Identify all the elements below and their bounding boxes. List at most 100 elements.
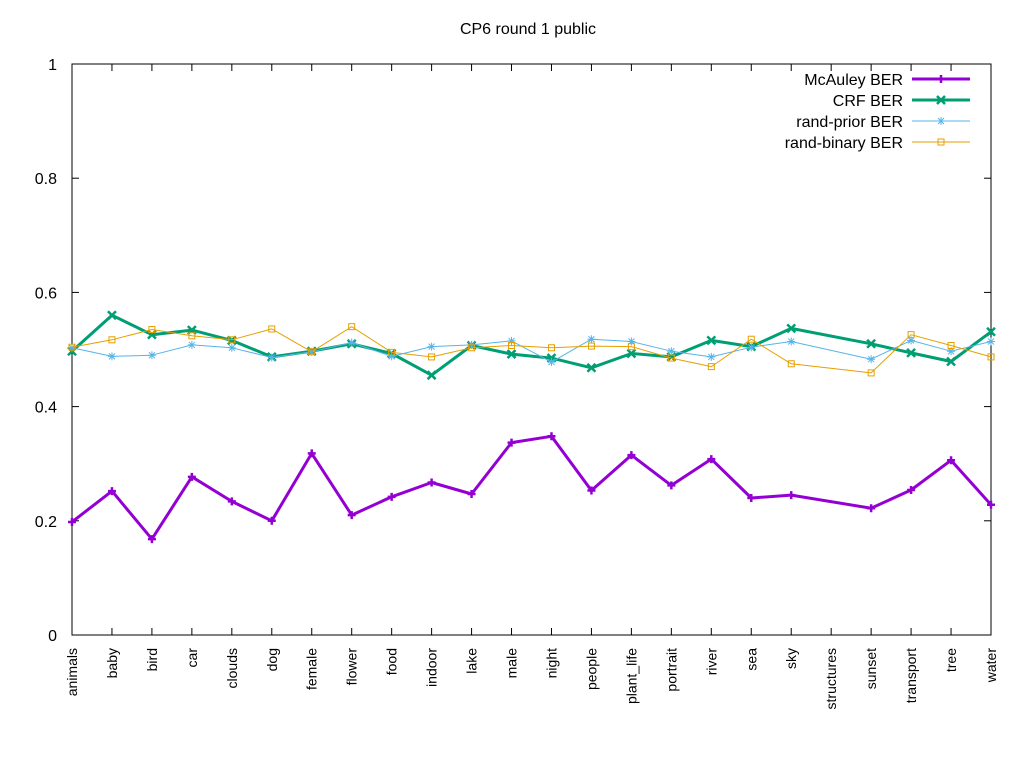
x-tick-label: dog — [264, 648, 280, 671]
x-tick-label: sky — [783, 648, 799, 669]
data-point — [706, 335, 717, 346]
data-point — [947, 347, 956, 356]
data-point — [747, 343, 756, 352]
series-rand-binary-ber — [68, 323, 995, 377]
x-tick-label: structures — [823, 648, 839, 709]
y-axis: 0 0.2 0.4 0.6 0.8 1 — [35, 57, 991, 645]
x-tick-label: indoor — [424, 648, 440, 687]
data-point — [347, 511, 356, 520]
data-point — [867, 504, 876, 513]
legend-label: rand-prior BER — [796, 114, 903, 131]
legend-label: CRF BER — [833, 93, 903, 110]
data-point — [587, 335, 596, 344]
series-line — [71, 326, 992, 374]
data-point — [468, 344, 476, 352]
x-tick-label: lake — [464, 648, 480, 674]
data-point — [867, 369, 875, 377]
data-point — [348, 323, 356, 331]
x-tick-label: night — [543, 648, 559, 678]
data-point — [507, 336, 516, 345]
legend-marker — [937, 75, 945, 83]
data-point — [587, 486, 596, 495]
y-tick-label: 0 — [48, 628, 57, 645]
data-point — [586, 362, 597, 373]
data-point — [508, 342, 516, 350]
y-tick-label: 0.6 — [35, 285, 57, 302]
data-point — [987, 337, 995, 346]
data-point — [667, 347, 676, 356]
x-tick-label: food — [384, 648, 400, 675]
series-crf-ber — [67, 310, 996, 381]
data-point — [947, 342, 955, 350]
legend-marker — [936, 95, 946, 105]
data-point — [107, 487, 116, 496]
data-point — [268, 325, 276, 333]
x-axis: animals baby bird car clouds dog female flower f… — [64, 64, 999, 709]
y-tick-label: 0.8 — [35, 171, 57, 188]
data-point — [747, 335, 755, 343]
data-point — [627, 451, 636, 460]
data-point — [907, 336, 916, 345]
x-tick-label: people — [583, 648, 599, 690]
data-point — [427, 478, 436, 487]
data-point — [707, 352, 716, 361]
data-point — [307, 449, 316, 458]
x-tick-label: bird — [144, 648, 160, 671]
x-tick-label: transport — [903, 648, 919, 703]
data-point — [506, 349, 517, 359]
data-point — [947, 456, 956, 465]
data-point — [667, 354, 675, 362]
data-point — [108, 336, 116, 344]
y-tick-label: 1 — [48, 57, 57, 74]
data-point — [986, 326, 996, 337]
x-tick-label: clouds — [224, 648, 240, 688]
data-point — [627, 343, 635, 351]
series-line — [71, 434, 993, 541]
data-point — [587, 342, 595, 350]
x-tick-label: sea — [743, 648, 759, 671]
x-tick-label: portrait — [663, 648, 679, 692]
data-point — [267, 353, 276, 362]
data-point — [786, 323, 797, 334]
data-point — [308, 348, 316, 356]
x-tick-label: car — [184, 648, 200, 668]
data-point — [867, 355, 876, 364]
data-point — [626, 348, 637, 359]
data-point — [68, 343, 76, 351]
data-point — [547, 432, 556, 441]
data-point — [387, 492, 396, 501]
data-point — [427, 342, 436, 351]
x-tick-label: animals — [64, 648, 80, 696]
data-point — [428, 353, 436, 361]
data-point — [507, 438, 516, 447]
data-point — [946, 356, 956, 367]
data-point — [907, 331, 915, 339]
data-point — [227, 343, 236, 352]
data-point — [906, 348, 916, 358]
y-tick-label: 0.4 — [35, 400, 57, 417]
series-line — [71, 338, 992, 363]
data-point — [68, 343, 76, 352]
series-mcauley-ber — [68, 432, 995, 544]
series-layer — [67, 310, 996, 544]
data-point — [787, 360, 795, 368]
data-point — [547, 358, 556, 367]
data-point — [267, 516, 276, 525]
data-point — [188, 332, 196, 340]
series-rand-prior-ber — [68, 335, 995, 367]
data-point — [866, 338, 877, 349]
data-point — [148, 326, 156, 334]
x-tick-label: water — [983, 648, 999, 684]
x-tick-label: female — [304, 648, 320, 690]
x-tick-label: baby — [104, 648, 120, 678]
data-point — [547, 344, 555, 352]
data-point — [707, 363, 715, 371]
data-point — [987, 500, 995, 509]
data-point — [187, 472, 196, 481]
data-point — [747, 493, 756, 502]
x-tick-label: flower — [344, 648, 360, 686]
data-point — [388, 348, 396, 356]
data-point — [987, 353, 995, 361]
data-point — [227, 497, 236, 506]
